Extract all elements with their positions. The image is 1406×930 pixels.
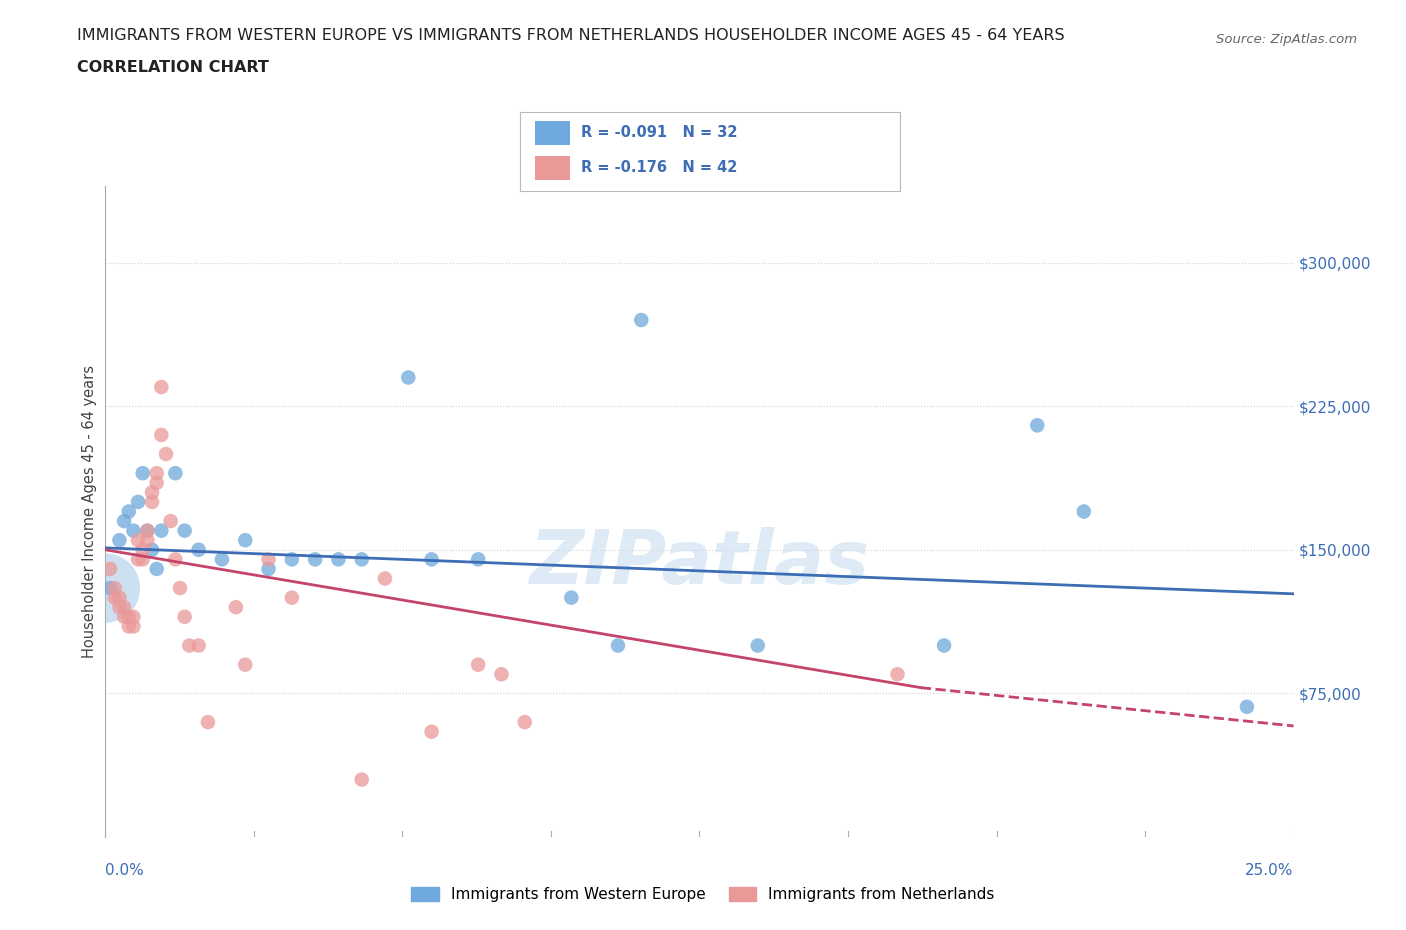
Text: CORRELATION CHART: CORRELATION CHART	[77, 60, 269, 75]
Point	[150, 428, 173, 443]
Point	[145, 466, 167, 481]
Point	[187, 638, 209, 653]
Point	[225, 600, 247, 615]
Point	[1236, 699, 1258, 714]
Y-axis label: Householder Income Ages 45 - 64 years: Householder Income Ages 45 - 64 years	[82, 365, 97, 658]
Point	[122, 619, 145, 634]
Point	[132, 466, 155, 481]
Point	[932, 638, 955, 653]
Point	[350, 551, 373, 566]
Point	[141, 542, 163, 557]
Text: R = -0.176   N = 42: R = -0.176 N = 42	[581, 160, 737, 175]
Legend: Immigrants from Western Europe, Immigrants from Netherlands: Immigrants from Western Europe, Immigran…	[405, 881, 1001, 909]
Point	[211, 551, 233, 566]
Point	[94, 580, 117, 595]
Point	[420, 551, 443, 566]
Point	[118, 504, 141, 519]
Point	[141, 495, 163, 510]
Point	[467, 658, 489, 672]
Point	[150, 524, 173, 538]
Point	[108, 533, 131, 548]
Point	[127, 551, 149, 566]
Text: ZIPatlas: ZIPatlas	[530, 527, 869, 600]
Point	[233, 533, 256, 548]
Point	[132, 551, 155, 566]
Point	[281, 591, 304, 605]
Point	[173, 609, 195, 624]
Point	[104, 580, 127, 595]
Point	[467, 551, 489, 566]
Point	[233, 658, 256, 672]
Point	[112, 600, 135, 615]
Point	[112, 609, 135, 624]
Point	[122, 524, 145, 538]
Point	[374, 571, 396, 586]
Point	[141, 485, 163, 499]
Point	[118, 609, 141, 624]
Text: IMMIGRANTS FROM WESTERN EUROPE VS IMMIGRANTS FROM NETHERLANDS HOUSEHOLDER INCOME: IMMIGRANTS FROM WESTERN EUROPE VS IMMIGR…	[77, 28, 1064, 43]
Point	[560, 591, 582, 605]
Point	[136, 524, 159, 538]
Point	[179, 638, 201, 653]
Point	[98, 580, 121, 595]
Text: 25.0%: 25.0%	[1246, 863, 1294, 878]
Point	[122, 609, 145, 624]
Point	[155, 446, 177, 461]
Point	[127, 533, 149, 548]
Point	[257, 562, 280, 577]
Bar	[536, 121, 569, 145]
Point	[136, 533, 159, 548]
Point	[491, 667, 513, 682]
Point	[118, 619, 141, 634]
Point	[145, 562, 167, 577]
Point	[1026, 418, 1049, 432]
Text: Source: ZipAtlas.com: Source: ZipAtlas.com	[1216, 33, 1357, 46]
Point	[150, 379, 173, 394]
Point	[886, 667, 908, 682]
Point	[169, 580, 191, 595]
Point	[104, 591, 127, 605]
Point	[396, 370, 419, 385]
Point	[108, 600, 131, 615]
Bar	[536, 156, 569, 179]
Point	[98, 562, 121, 577]
Text: 0.0%: 0.0%	[105, 863, 145, 878]
Point	[159, 513, 181, 528]
Point	[281, 551, 304, 566]
Point	[630, 312, 652, 327]
Point	[1073, 504, 1095, 519]
Point	[257, 551, 280, 566]
Point	[607, 638, 630, 653]
Point	[173, 524, 195, 538]
Point	[187, 542, 209, 557]
Point	[513, 714, 536, 729]
Point	[747, 638, 769, 653]
Point	[112, 513, 135, 528]
Point	[328, 551, 350, 566]
Point	[132, 542, 155, 557]
Point	[145, 475, 167, 490]
Point	[136, 524, 159, 538]
Point	[127, 495, 149, 510]
Text: R = -0.091   N = 32: R = -0.091 N = 32	[581, 126, 738, 140]
Point	[350, 772, 373, 787]
Point	[165, 551, 187, 566]
Point	[108, 591, 131, 605]
Point	[197, 714, 219, 729]
Point	[165, 466, 187, 481]
Point	[420, 724, 443, 739]
Point	[304, 551, 326, 566]
